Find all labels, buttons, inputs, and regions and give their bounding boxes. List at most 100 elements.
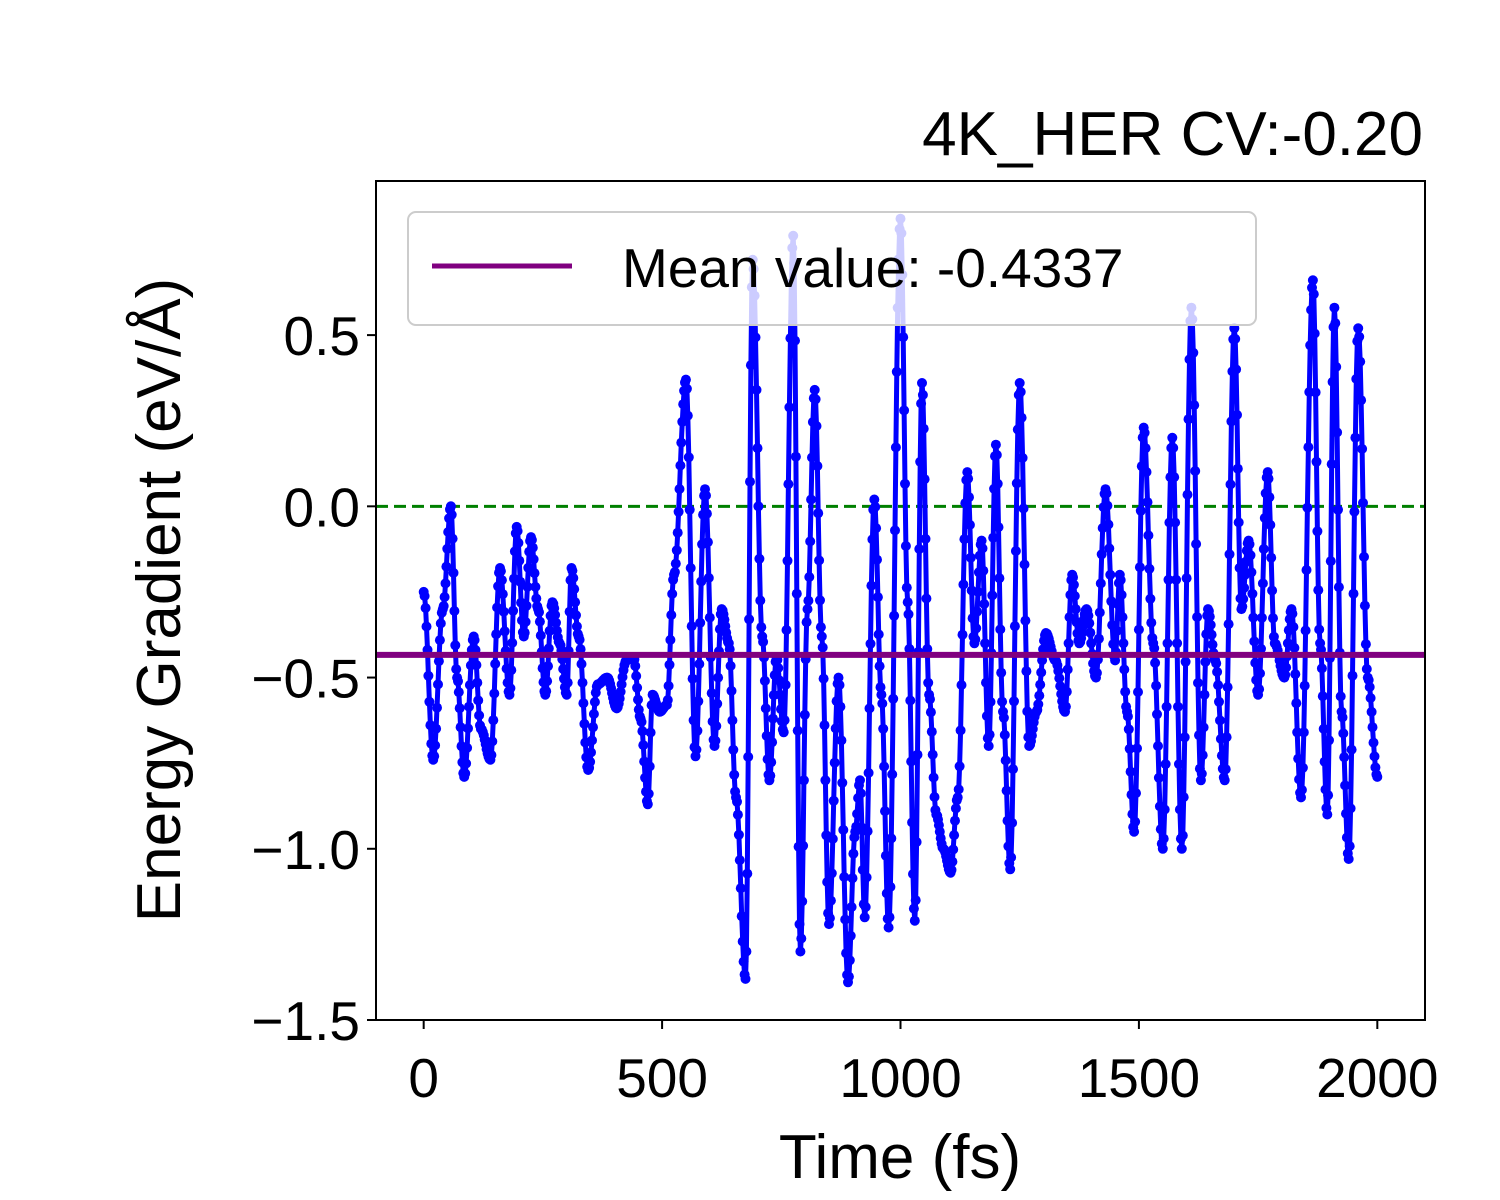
series-marker bbox=[904, 643, 915, 654]
series-marker bbox=[1247, 588, 1258, 599]
series-marker bbox=[890, 442, 901, 453]
series-marker bbox=[508, 605, 519, 616]
series-marker bbox=[729, 769, 740, 780]
series-marker bbox=[874, 661, 885, 672]
series-marker bbox=[1223, 619, 1234, 630]
series-marker bbox=[1325, 556, 1336, 567]
series-marker bbox=[908, 903, 919, 914]
series-marker bbox=[816, 631, 827, 642]
series-marker bbox=[1233, 517, 1244, 528]
series-marker bbox=[876, 689, 887, 700]
series-marker bbox=[883, 922, 894, 933]
series-marker bbox=[1122, 711, 1133, 722]
series-marker bbox=[1163, 574, 1174, 585]
series-marker bbox=[1012, 424, 1023, 435]
series-marker bbox=[957, 629, 968, 640]
series-marker bbox=[780, 679, 791, 690]
series-marker bbox=[988, 532, 999, 543]
series-marker bbox=[711, 721, 722, 731]
series-marker bbox=[775, 689, 786, 700]
series-marker bbox=[1009, 621, 1020, 632]
series-marker bbox=[1140, 443, 1151, 454]
series-marker bbox=[421, 621, 432, 632]
series-marker bbox=[1216, 750, 1227, 761]
series-marker bbox=[985, 696, 996, 707]
series-marker bbox=[712, 698, 723, 709]
series-marker bbox=[1348, 588, 1359, 599]
series-marker bbox=[683, 452, 694, 463]
series-marker bbox=[702, 537, 713, 548]
series-marker bbox=[1178, 792, 1189, 803]
series-marker bbox=[450, 640, 461, 651]
series-marker bbox=[1343, 854, 1354, 864]
series-marker bbox=[667, 588, 678, 599]
series-marker bbox=[1289, 642, 1300, 653]
series-marker bbox=[959, 534, 970, 545]
series-marker bbox=[534, 616, 545, 627]
series-marker bbox=[1133, 624, 1144, 635]
series-marker bbox=[505, 683, 516, 694]
series-marker bbox=[1356, 395, 1367, 406]
series-marker bbox=[812, 461, 823, 471]
series-marker bbox=[1358, 497, 1368, 508]
series-marker bbox=[1017, 452, 1028, 463]
series-marker bbox=[1340, 780, 1351, 791]
series-marker bbox=[952, 792, 963, 803]
series-marker bbox=[675, 460, 686, 471]
series-marker bbox=[703, 572, 714, 583]
series-marker bbox=[474, 710, 485, 721]
series-marker bbox=[742, 868, 753, 879]
series-marker bbox=[1150, 657, 1161, 668]
series-marker bbox=[863, 767, 874, 778]
series-marker bbox=[1117, 612, 1128, 623]
series-marker bbox=[1127, 809, 1138, 820]
series-marker bbox=[1361, 664, 1372, 674]
series-marker bbox=[981, 711, 992, 721]
series-marker bbox=[453, 676, 463, 687]
series-marker bbox=[1096, 549, 1107, 560]
series-marker bbox=[1105, 569, 1116, 580]
series-marker bbox=[431, 723, 442, 734]
series-marker bbox=[1170, 517, 1181, 528]
x-tick-label: 1500 bbox=[1078, 1047, 1200, 1109]
series-marker bbox=[685, 563, 696, 573]
series-marker bbox=[519, 627, 530, 638]
series-marker bbox=[846, 902, 857, 912]
series-marker bbox=[827, 833, 838, 844]
y-tick-label: −0.5 bbox=[251, 648, 360, 710]
series-marker bbox=[1021, 666, 1032, 677]
series-marker bbox=[875, 682, 886, 693]
series-marker bbox=[1134, 562, 1145, 573]
series-marker bbox=[782, 555, 793, 566]
series-marker bbox=[903, 609, 914, 620]
series-marker bbox=[1158, 833, 1169, 844]
series-marker bbox=[798, 840, 809, 851]
series-marker bbox=[950, 815, 960, 826]
series-marker bbox=[1160, 759, 1171, 770]
series-marker bbox=[910, 895, 921, 906]
series-marker bbox=[783, 479, 794, 490]
series-marker bbox=[521, 600, 532, 611]
series-marker bbox=[992, 478, 1003, 489]
series-marker bbox=[1369, 751, 1380, 762]
series-marker bbox=[923, 677, 934, 688]
series-marker bbox=[1256, 643, 1266, 654]
series-marker bbox=[1167, 432, 1178, 443]
series-marker bbox=[1206, 629, 1217, 640]
series-marker bbox=[432, 702, 442, 713]
series-marker bbox=[1102, 500, 1113, 511]
series-marker bbox=[1296, 792, 1306, 803]
series-marker bbox=[917, 389, 928, 400]
series-marker bbox=[836, 735, 847, 746]
series-marker bbox=[909, 915, 920, 926]
series-marker bbox=[1062, 664, 1073, 675]
series-marker bbox=[1014, 378, 1025, 388]
series-marker bbox=[1161, 701, 1172, 712]
series-marker bbox=[1159, 804, 1170, 815]
series-marker bbox=[473, 695, 484, 706]
series-marker bbox=[1232, 409, 1242, 420]
series-marker bbox=[710, 735, 721, 746]
series-marker bbox=[906, 756, 917, 767]
series-marker bbox=[645, 727, 656, 738]
series-marker bbox=[907, 817, 918, 828]
